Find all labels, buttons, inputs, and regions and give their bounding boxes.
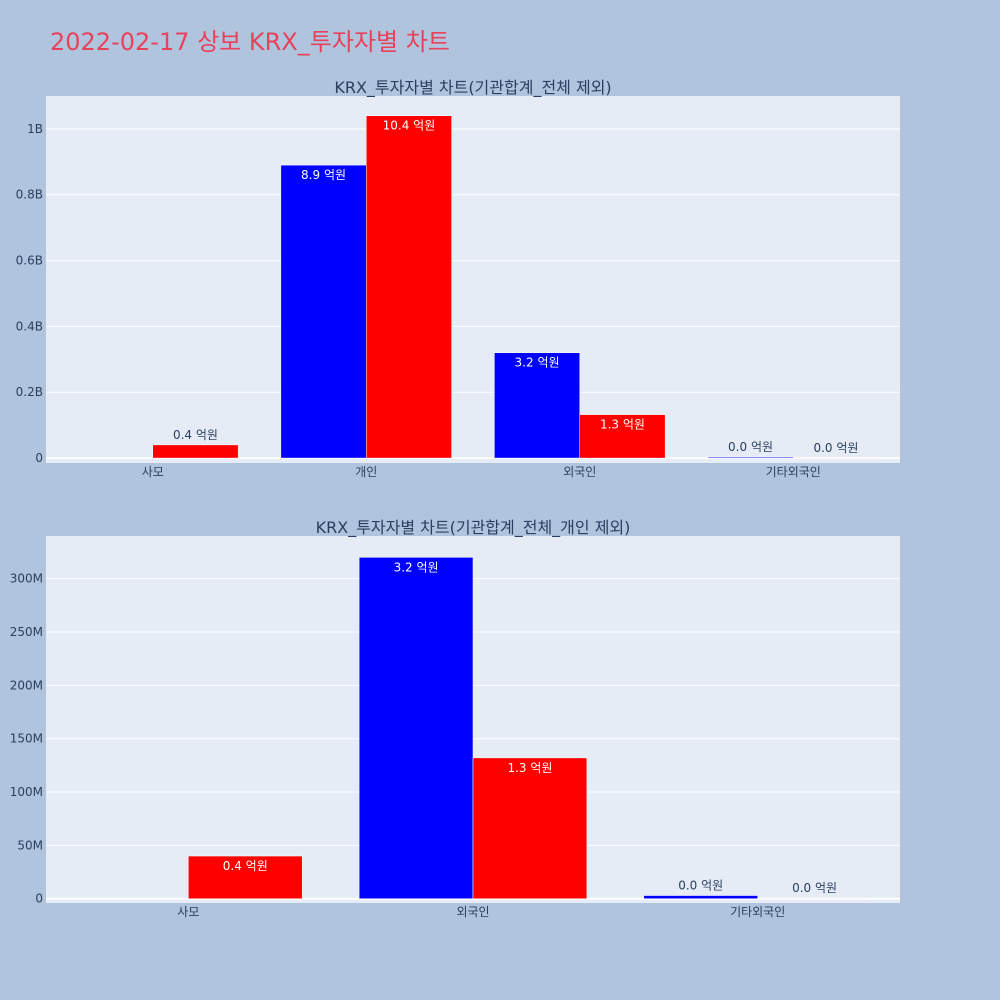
data-label: 0.0 억원 <box>813 441 858 455</box>
y-tick-label: 0.8B <box>16 188 43 202</box>
y-tick-label: 50M <box>17 838 43 852</box>
bar <box>472 757 588 899</box>
x-tick-label: 사모 <box>142 465 164 479</box>
data-label: 1.3 억원 <box>507 761 552 775</box>
data-label: 0.4 억원 <box>223 859 268 873</box>
x-tick-label: 기타외국인 <box>730 905 785 919</box>
data-label: 1.3 억원 <box>600 418 645 432</box>
y-tick-label: 0.4B <box>16 319 43 333</box>
bar <box>152 444 239 459</box>
x-tick-label: 사모 <box>177 905 199 919</box>
chart-title: KRX_투자자별 차트(기관합계_전체 제외) <box>334 78 611 98</box>
y-tick-label: 250M <box>10 625 43 639</box>
chart-title: KRX_투자자별 차트(기관합계_전체_개인 제외) <box>316 518 631 538</box>
data-label: 8.9 억원 <box>301 168 346 182</box>
y-tick-label: 0 <box>35 892 43 906</box>
y-tick-label: 1B <box>27 122 43 136</box>
plot-area <box>46 96 900 463</box>
y-tick-label: 200M <box>10 678 43 692</box>
y-tick-label: 300M <box>10 572 43 586</box>
bar <box>579 414 666 459</box>
data-label: 3.2 억원 <box>394 560 439 574</box>
x-tick-label: 외국인 <box>456 905 489 919</box>
bar <box>188 855 303 899</box>
x-tick-label: 기타외국인 <box>766 465 821 479</box>
y-tick-label: 150M <box>10 732 43 746</box>
data-label: 10.4 억원 <box>383 119 436 133</box>
bar <box>757 897 872 899</box>
data-label: 0.0 억원 <box>678 879 723 893</box>
page-title: 2022-02-17 상보 KRX_투자자별 차트 <box>50 28 450 56</box>
y-tick-label: 0.6B <box>16 254 43 268</box>
y-tick-label: 0 <box>35 451 43 465</box>
x-tick-label: 외국인 <box>563 465 596 479</box>
x-tick-label: 개인 <box>355 465 377 479</box>
bar <box>643 895 758 899</box>
bar <box>494 352 581 459</box>
data-label: 0.0 억원 <box>728 440 773 454</box>
bar <box>707 456 794 459</box>
y-tick-label: 100M <box>10 785 43 799</box>
data-label: 3.2 억원 <box>515 356 560 370</box>
data-label: 0.0 억원 <box>792 881 837 895</box>
bar <box>280 164 367 459</box>
data-label: 0.4 억원 <box>173 428 218 442</box>
bar <box>366 115 452 459</box>
y-tick-label: 0.2B <box>16 385 43 399</box>
bar <box>358 557 474 899</box>
